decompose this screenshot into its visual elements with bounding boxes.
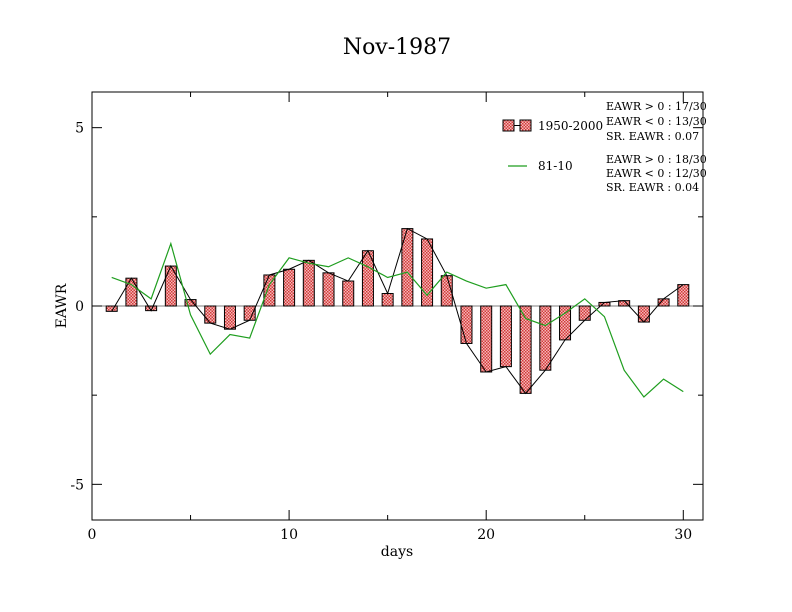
legend-label-1950-2000: 1950-2000 bbox=[538, 119, 603, 133]
y-axis-label: EAWR bbox=[54, 283, 70, 328]
bar bbox=[440, 275, 453, 307]
bar bbox=[499, 305, 512, 368]
bar bbox=[283, 268, 296, 307]
bar bbox=[125, 277, 138, 307]
stats-1950-2000-line-3: SR. EAWR : 0.07 bbox=[606, 130, 699, 143]
bar bbox=[637, 305, 650, 323]
bar bbox=[539, 305, 552, 371]
bar bbox=[243, 305, 256, 321]
bar bbox=[381, 293, 394, 307]
x-tick-label: 30 bbox=[674, 527, 692, 543]
stats-81-10-line-1: EAWR > 0 : 18/30 bbox=[606, 153, 707, 166]
axes: 0 10 20 30 -5 0 5 bbox=[70, 92, 703, 543]
stats-81-10-line-3: SR. EAWR : 0.04 bbox=[606, 181, 699, 194]
y-tick-label: -5 bbox=[70, 477, 84, 493]
legend-label-81-10: 81-10 bbox=[538, 159, 573, 173]
x-tick-label: 0 bbox=[88, 527, 97, 543]
bar bbox=[322, 272, 335, 307]
bar-connector-line bbox=[111, 227, 684, 395]
bar bbox=[342, 280, 355, 307]
stats-1950-2000-line-1: EAWR > 0 : 17/30 bbox=[606, 100, 707, 113]
bar bbox=[578, 305, 591, 321]
bar bbox=[223, 305, 236, 330]
x-tick-label: 10 bbox=[280, 527, 298, 543]
legend: 1950-2000 81-10 bbox=[502, 119, 603, 173]
bar bbox=[460, 305, 473, 344]
bar bbox=[204, 305, 217, 324]
legend-swatch-1950-2000-left bbox=[502, 119, 515, 132]
bar bbox=[657, 298, 670, 307]
plot-area bbox=[92, 227, 703, 398]
bar bbox=[480, 305, 493, 373]
stats-1950-2000-line-2: EAWR < 0 : 13/30 bbox=[606, 115, 707, 128]
legend-swatch-1950-2000-right bbox=[519, 119, 532, 132]
bar bbox=[302, 259, 315, 307]
series-line-81-10 bbox=[111, 241, 684, 398]
stats-81-10-line-2: EAWR < 0 : 12/30 bbox=[606, 167, 707, 180]
y-tick-label: 0 bbox=[75, 299, 84, 315]
y-tick-label: 5 bbox=[75, 121, 84, 137]
chart-title: Nov-1987 bbox=[343, 35, 451, 60]
stats-81-10: EAWR > 0 : 18/30 EAWR < 0 : 12/30 SR. EA… bbox=[606, 153, 707, 194]
stats-1950-2000: EAWR > 0 : 17/30 EAWR < 0 : 13/30 SR. EA… bbox=[606, 100, 707, 143]
x-tick-label: 20 bbox=[477, 527, 495, 543]
x-axis-label: days bbox=[381, 544, 413, 560]
